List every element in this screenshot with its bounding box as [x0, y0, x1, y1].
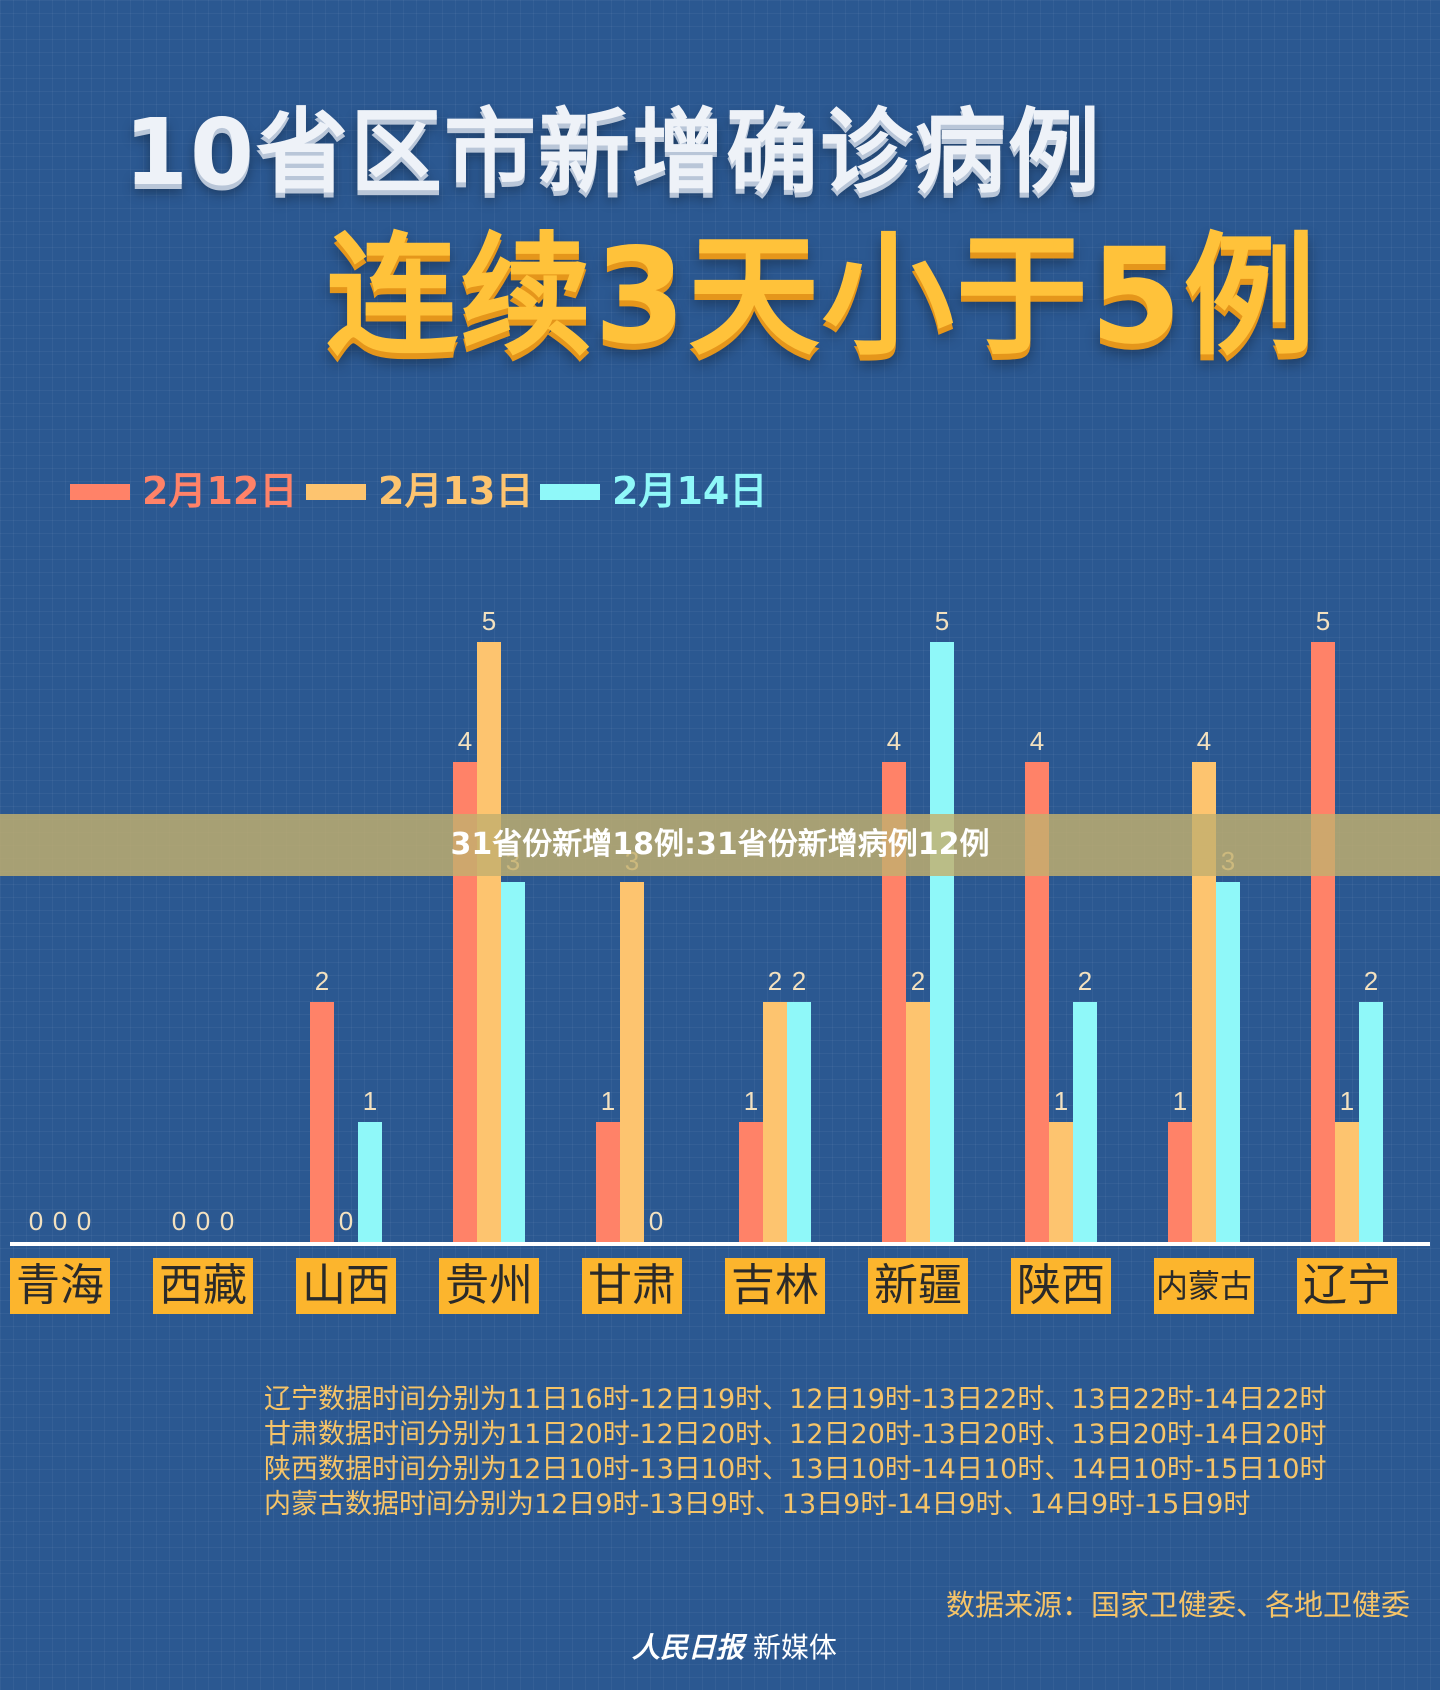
bar-value-label: 1 [1054, 1086, 1068, 1116]
bar-value-label: 1 [601, 1086, 615, 1116]
category-label: 青海 [10, 1258, 110, 1314]
bar-value-label: 0 [220, 1206, 234, 1236]
bar-value-label: 0 [77, 1206, 91, 1236]
bar-value-label: 4 [1197, 726, 1211, 756]
bar-value-label: 2 [315, 966, 329, 996]
bar-value-label: 4 [458, 726, 472, 756]
bar-value-label: 2 [1364, 966, 1378, 996]
bar-value-label: 0 [53, 1206, 67, 1236]
bar-value-label: 2 [911, 966, 925, 996]
bar-value-label: 4 [887, 726, 901, 756]
bar [358, 1122, 382, 1242]
category-label: 新疆 [868, 1258, 968, 1314]
brand-logo: 人民日报 [632, 1631, 745, 1664]
category-label: 西藏 [153, 1258, 253, 1314]
bar-value-label: 2 [792, 966, 806, 996]
bar-value-label: 1 [744, 1086, 758, 1116]
bar [763, 1002, 787, 1242]
bar [477, 642, 501, 1242]
chart-title: 10省区市新增确诊病例 [124, 99, 1103, 206]
category-label: 辽宁 [1297, 1258, 1397, 1314]
bar [930, 642, 954, 1242]
category-label: 吉林 [725, 1258, 825, 1314]
bar-value-label: 1 [1173, 1086, 1187, 1116]
category-label: 贵州 [439, 1258, 539, 1314]
bar-value-label: 2 [1078, 966, 1092, 996]
bar [739, 1122, 763, 1242]
bar [906, 1002, 930, 1242]
footnote: 陕西数据时间分别为12日10时-13日10时、13日10时-14日10时、14日… [264, 1454, 1327, 1485]
bar-value-label: 5 [1316, 606, 1330, 636]
bar-value-label: 0 [172, 1206, 186, 1236]
bar-chart: 000000201453130122425412143512 [10, 606, 1430, 1246]
category-label: 山西 [296, 1258, 396, 1314]
bar-value-label: 1 [1340, 1086, 1354, 1116]
bar [1311, 642, 1335, 1242]
legend-label-feb12: 2月12日 [142, 469, 298, 513]
bar [787, 1002, 811, 1242]
data-source: 数据来源：国家卫健委、各地卫健委 [945, 1588, 1410, 1622]
category-label: 内蒙古 [1154, 1258, 1254, 1314]
bar [620, 882, 644, 1242]
brand: 人民日报 新媒体 [632, 1626, 837, 1666]
bar-value-label: 0 [196, 1206, 210, 1236]
legend-label-feb13: 2月13日 [378, 469, 534, 513]
bar-value-label: 0 [29, 1206, 43, 1236]
footnote: 甘肃数据时间分别为11日20时-12日20时、12日20时-13日20时、13日… [264, 1419, 1327, 1450]
bar-value-label: 0 [339, 1206, 353, 1236]
bar [1073, 1002, 1097, 1242]
footnote: 内蒙古数据时间分别为12日9时-13日9时、13日9时-14日9时、14日9时-… [264, 1489, 1251, 1520]
footnote: 辽宁数据时间分别为11日16时-12日19时、12日19时-13日22时、13日… [264, 1384, 1327, 1415]
footnotes: 辽宁数据时间分别为11日16时-12日19时、12日19时-13日22时、13日… [264, 1382, 1424, 1522]
bar-value-label: 5 [935, 606, 949, 636]
chart-baseline [10, 1242, 1430, 1246]
bar [1049, 1122, 1073, 1242]
bar [310, 1002, 334, 1242]
category-label: 甘肃 [582, 1258, 682, 1314]
bar [1168, 1122, 1192, 1242]
legend-swatch-feb14 [540, 484, 600, 500]
legend-swatch-feb13 [306, 484, 366, 500]
bar-value-label: 4 [1030, 726, 1044, 756]
bar-value-label: 1 [363, 1086, 377, 1116]
bar [501, 882, 525, 1242]
bar [1335, 1122, 1359, 1242]
bar-value-label: 0 [649, 1206, 663, 1236]
brand-suffix: 新媒体 [752, 1631, 837, 1664]
overlay-banner: 31省份新增18例:31省份新增病例12例 [0, 814, 1440, 876]
bar-value-label: 5 [482, 606, 496, 636]
chart-subtitle: 连续3天小于5例 [326, 220, 1318, 374]
bar [596, 1122, 620, 1242]
legend-swatch-feb12 [70, 484, 130, 500]
bar [1359, 1002, 1383, 1242]
category-label: 陕西 [1011, 1258, 1111, 1314]
bar [1216, 882, 1240, 1242]
legend-label-feb14: 2月14日 [612, 469, 768, 513]
bar-value-label: 2 [768, 966, 782, 996]
